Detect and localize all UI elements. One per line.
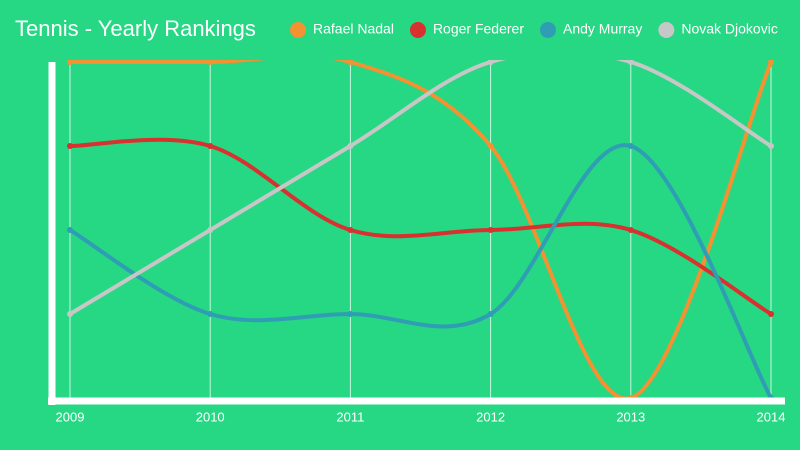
x-tick-label: 2009 <box>56 409 85 424</box>
legend-swatch <box>290 22 306 38</box>
legend-label: Roger Federer <box>433 21 524 37</box>
data-point <box>207 311 214 317</box>
series-line <box>69 137 773 316</box>
data-point <box>67 227 73 233</box>
data-point <box>347 311 354 317</box>
data-point <box>207 143 214 149</box>
x-tick-label: 2012 <box>476 409 505 424</box>
data-point <box>207 227 214 233</box>
data-point <box>207 60 214 65</box>
legend-swatch <box>409 22 426 38</box>
series-line <box>68 60 773 316</box>
data-point <box>627 143 634 149</box>
data-point <box>768 143 774 149</box>
data-point <box>67 60 73 65</box>
data-point <box>487 227 494 233</box>
legend: Rafael Nadal Roger Federer Andy Murray Nova… <box>290 21 778 38</box>
data-point <box>347 143 354 149</box>
series-line <box>70 60 773 400</box>
data-point <box>67 311 73 317</box>
data-point <box>487 143 494 149</box>
legend-swatch <box>539 22 556 38</box>
data-point <box>347 227 354 233</box>
series-line <box>68 143 773 399</box>
data-point <box>627 227 634 233</box>
data-point <box>487 311 494 317</box>
data-point <box>768 60 774 65</box>
grid <box>69 62 772 398</box>
data-point <box>67 143 73 149</box>
legend-label: Novak Djokovic <box>681 21 777 37</box>
legend-label: Andy Murray <box>563 21 642 37</box>
legend-label: Rafael Nadal <box>313 21 394 37</box>
chart-title: Tennis - Yearly Rankings <box>15 16 256 41</box>
data-point <box>487 60 494 65</box>
x-tick-label: 2010 <box>196 409 225 424</box>
data-point <box>627 60 634 65</box>
x-tick-label: 2011 <box>336 409 364 424</box>
plot <box>67 60 774 400</box>
legend-swatch <box>658 22 675 38</box>
x-tick-label: 2014 <box>757 409 786 424</box>
data-point <box>347 60 354 65</box>
x-tick-label: 2013 <box>616 409 645 424</box>
data-point <box>768 311 774 317</box>
